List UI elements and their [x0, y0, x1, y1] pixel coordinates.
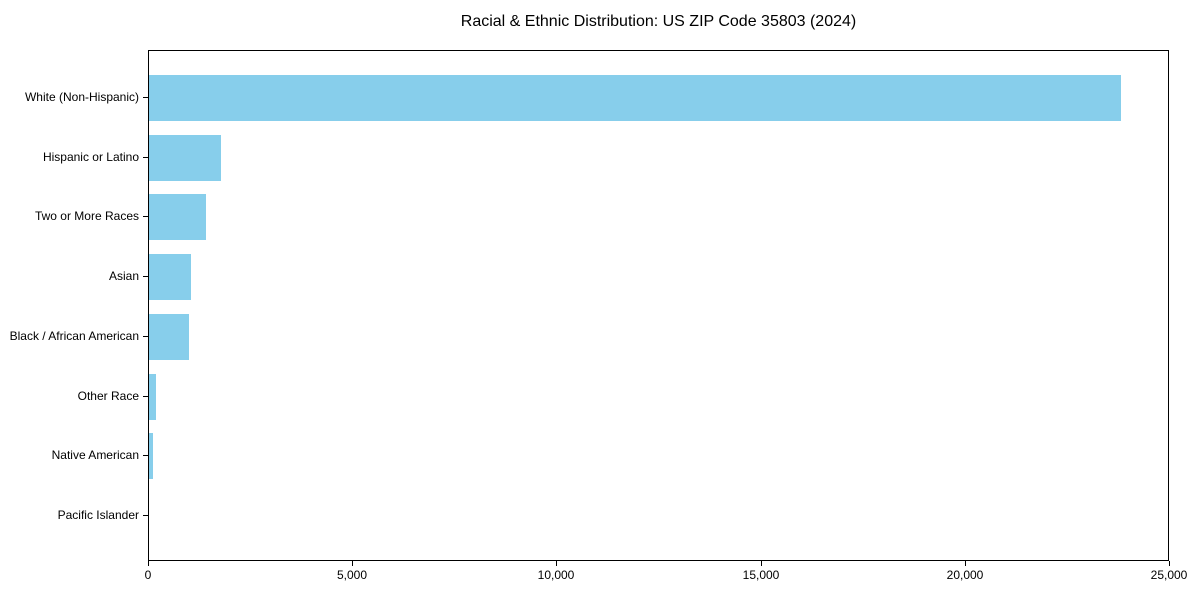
x-tick-mark	[148, 561, 149, 566]
bar-black-african-american	[149, 313, 189, 360]
y-tick-mark	[143, 276, 148, 278]
y-tick-label: Native American	[51, 448, 139, 463]
bar-asian	[149, 254, 191, 301]
y-tick-label: Hispanic or Latino	[42, 149, 139, 164]
y-tick-mark	[143, 335, 148, 337]
y-tick-mark	[143, 395, 148, 397]
y-tick-label: Asian	[108, 269, 139, 284]
bar-two-or-more-races	[149, 194, 206, 241]
y-tick-mark	[143, 156, 148, 158]
y-tick-label: Other Race	[77, 388, 139, 403]
x-tick-label: 20,000	[946, 568, 984, 582]
plot-area	[148, 50, 1169, 561]
x-tick-label: 15,000	[742, 568, 780, 582]
x-tick-label: 10,000	[537, 568, 575, 582]
bar-hispanic-or-latino	[149, 134, 221, 181]
y-tick-label: Black / African American	[9, 328, 139, 343]
x-tick-mark	[556, 561, 557, 566]
x-tick-label: 0	[144, 568, 152, 582]
bar-other-race	[149, 373, 156, 420]
y-tick-mark	[143, 455, 148, 457]
x-tick-mark	[965, 561, 966, 566]
y-tick-mark	[143, 514, 148, 516]
y-tick-label: Pacific Islander	[57, 507, 139, 522]
bar-white-non-hispanic-	[149, 75, 1121, 121]
chart-title: Racial & Ethnic Distribution: US ZIP Cod…	[460, 13, 857, 30]
x-tick-mark	[1169, 561, 1170, 566]
x-tick-mark	[352, 561, 353, 566]
y-tick-mark	[143, 97, 148, 98]
y-tick-label: Two or More Races	[34, 209, 139, 224]
x-tick-label: 5,000	[336, 568, 368, 582]
y-tick-mark	[143, 216, 148, 218]
x-tick-label: 25,000	[1150, 568, 1188, 582]
bar-native-american	[149, 433, 153, 480]
x-tick-mark	[761, 561, 762, 566]
y-tick-label: White (Non-Hispanic)	[24, 90, 139, 104]
